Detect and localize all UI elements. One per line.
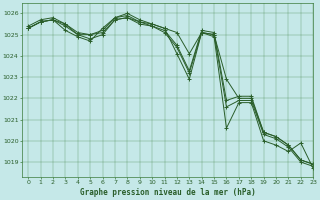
X-axis label: Graphe pression niveau de la mer (hPa): Graphe pression niveau de la mer (hPa) (80, 188, 255, 197)
